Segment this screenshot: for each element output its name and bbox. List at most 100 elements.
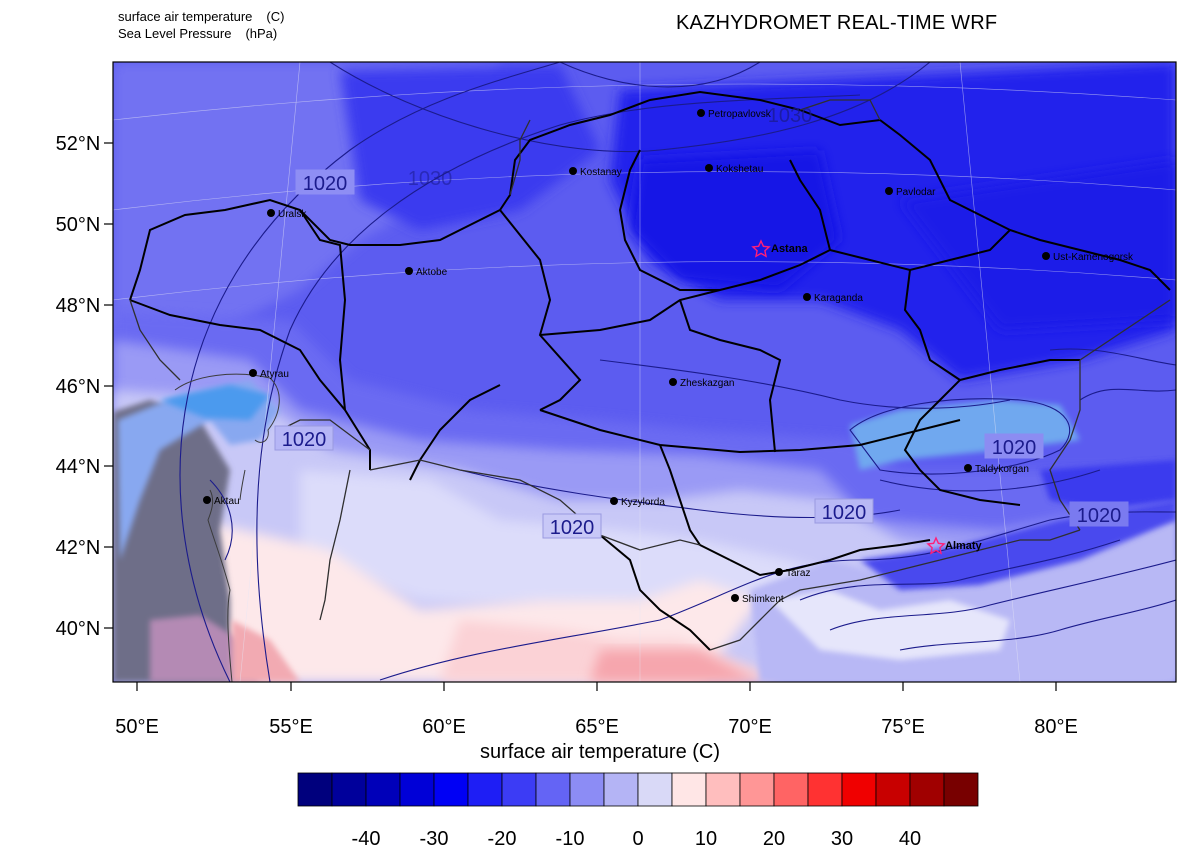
city-marker: Aktobe: [405, 267, 448, 278]
isobar-label: 1020: [984, 433, 1044, 459]
isobar-label: 1020: [542, 513, 602, 539]
svg-text:Petropavlovsk: Petropavlovsk: [708, 109, 772, 120]
colorbar-swatch: [773, 772, 809, 807]
lon-label: 80°E: [1034, 716, 1078, 738]
isobar-label: 1020: [814, 498, 874, 524]
svg-text:Kokshetau: Kokshetau: [716, 164, 763, 175]
colorbar-swatch: [297, 772, 333, 807]
map-title: KAZHYDROMET REAL-TIME WRF: [676, 12, 998, 34]
svg-text:Pavlodar: Pavlodar: [896, 187, 936, 198]
lat-label: 50°N: [56, 214, 101, 236]
isobars: [179, 62, 1176, 682]
svg-text:1020: 1020: [992, 437, 1037, 459]
colorbar-swatch: [433, 772, 469, 807]
temperature-field: [113, 62, 1176, 682]
colorbar-swatch: [671, 772, 707, 807]
colorbar-swatch: [739, 772, 775, 807]
field-unit: (hPa): [245, 26, 278, 41]
svg-text:Ust-Kamenogorsk: Ust-Kamenogorsk: [1053, 252, 1134, 263]
colorbar: [297, 772, 979, 807]
isobar-label: 1020: [1069, 501, 1129, 527]
colorbar-tick-label: 20: [762, 828, 786, 850]
svg-text:Karaganda: Karaganda: [814, 293, 863, 304]
lat-label: 44°N: [56, 456, 101, 478]
lon-label: 65°E: [575, 716, 619, 738]
lon-label: 60°E: [422, 716, 466, 738]
colorbar-swatch: [943, 772, 979, 807]
city-marker: Shimkent: [731, 594, 784, 605]
lon-label: 55°E: [269, 716, 313, 738]
colorbar-swatch: [535, 772, 571, 807]
lon-label: 70°E: [728, 716, 772, 738]
svg-text:1020: 1020: [303, 173, 348, 195]
lat-label: 40°N: [56, 618, 101, 640]
lat-label: 48°N: [56, 295, 101, 317]
city-marker: Aktau: [203, 496, 240, 507]
lat-label: 52°N: [56, 133, 101, 155]
colorbar-swatch: [603, 772, 639, 807]
city-marker-capital: Astana: [751, 239, 809, 258]
isobar-label: 1020: [274, 425, 334, 451]
svg-text:1020: 1020: [822, 502, 867, 524]
svg-text:Kyzylorda: Kyzylorda: [621, 497, 665, 508]
svg-text:Aktobe: Aktobe: [416, 267, 448, 278]
svg-text:Kostanay: Kostanay: [580, 167, 622, 178]
colorbar-tick-label: 10: [694, 828, 718, 850]
svg-text:Atyrau: Atyrau: [260, 369, 289, 380]
field-legend-temperature: surface air temperature (C): [118, 8, 284, 25]
colorbar-tick-label: 40: [898, 828, 922, 850]
city-marker: Pavlodar: [885, 187, 936, 198]
colorbar-tick-label: -40: [351, 828, 381, 850]
isobar-labels: 1020 1020 1020 1020 1020 1020 1030 1030: [274, 105, 1129, 539]
colorbar-title: surface air temperature (C): [479, 741, 721, 763]
colorbar-swatch: [705, 772, 741, 807]
colorbar-tick-label: -10: [555, 828, 585, 850]
city-marker: Kyzylorda: [610, 497, 665, 508]
field-unit: (C): [266, 9, 285, 24]
colorbar-swatch: [399, 772, 435, 807]
svg-text:Almaty: Almaty: [945, 540, 983, 552]
colorbar-swatch: [501, 772, 537, 807]
city-marker: Kostanay: [569, 167, 622, 178]
colorbar-tick-label: -20: [487, 828, 517, 850]
colorbar-swatch: [365, 772, 401, 807]
svg-text:1020: 1020: [282, 429, 327, 451]
colorbar-swatch: [909, 772, 945, 807]
isobar-label: 1020: [295, 169, 355, 195]
svg-text:1030: 1030: [768, 105, 813, 127]
isobar-label: 1030: [768, 105, 813, 127]
city-markers: Petropavlovsk Kostanay Kokshetau Pavloda…: [203, 109, 1134, 605]
lat-label: 42°N: [56, 537, 101, 559]
admin-boundaries: [129, 90, 1171, 651]
svg-text:1020: 1020: [1077, 505, 1122, 527]
colorbar-swatch: [569, 772, 605, 807]
city-marker: Karaganda: [803, 293, 863, 304]
lon-label: 50°E: [115, 716, 159, 738]
field-legend-pressure: Sea Level Pressure (hPa): [118, 25, 284, 42]
city-marker: Petropavlovsk: [697, 109, 772, 120]
colorbar-swatch: [875, 772, 911, 807]
colorbar-tick-label: 30: [830, 828, 854, 850]
svg-text:Astana: Astana: [771, 243, 809, 255]
field-name: Sea Level Pressure: [118, 26, 232, 41]
city-marker: Atyrau: [249, 369, 289, 380]
colorbar-swatch: [841, 772, 877, 807]
svg-text:Zheskazgan: Zheskazgan: [680, 378, 734, 389]
svg-text:1020: 1020: [550, 517, 595, 539]
svg-text:Aktau: Aktau: [214, 496, 240, 507]
colorbar-swatch: [331, 772, 367, 807]
country-borders: [129, 99, 1171, 651]
coastlines: [174, 373, 280, 683]
city-marker: Taraz: [775, 568, 810, 579]
lon-label: 75°E: [881, 716, 925, 738]
svg-text:Uralsk: Uralsk: [278, 209, 307, 220]
colorbar-tick-label: -30: [419, 828, 449, 850]
city-marker: Kokshetau: [705, 164, 763, 175]
longitude-axis: 50°E 55°E 60°E 65°E 70°E 75°E 80°E: [115, 682, 1078, 738]
latitude-axis: 52°N 50°N 48°N 46°N 44°N 42°N 40°N: [56, 133, 113, 640]
isobar-label: 1030: [408, 168, 453, 190]
map-frame: [112, 61, 1177, 683]
svg-text:Shimkent: Shimkent: [742, 594, 784, 605]
city-marker-capital: Almaty: [926, 536, 983, 555]
